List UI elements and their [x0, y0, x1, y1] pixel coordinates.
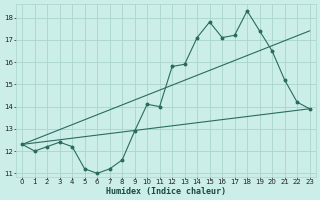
X-axis label: Humidex (Indice chaleur): Humidex (Indice chaleur) — [106, 187, 226, 196]
